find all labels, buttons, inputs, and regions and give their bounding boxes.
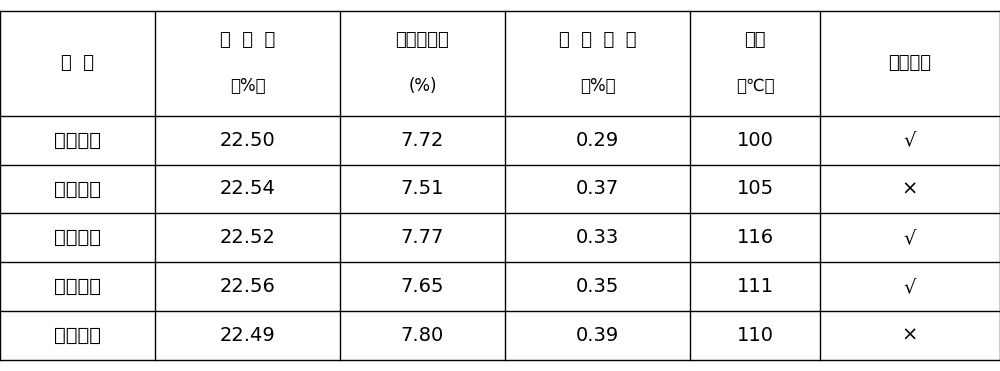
Text: 庚烷不溶物: 庚烷不溶物 (396, 32, 449, 49)
Text: √: √ (904, 277, 916, 296)
Text: √: √ (904, 228, 916, 247)
Text: 造粒情况: 造粒情况 (888, 55, 931, 72)
Text: ×: × (902, 180, 918, 198)
Text: 7.51: 7.51 (401, 180, 444, 198)
Text: 0.39: 0.39 (576, 326, 619, 345)
Text: 7.65: 7.65 (401, 277, 444, 296)
Text: 105: 105 (736, 180, 774, 198)
Text: 111: 111 (736, 277, 774, 296)
Text: 7.80: 7.80 (401, 326, 444, 345)
Text: （%）: （%） (580, 78, 615, 95)
Text: 实施例四: 实施例四 (54, 277, 101, 296)
Text: 0.35: 0.35 (576, 277, 619, 296)
Text: 钓  含  量: 钓 含 量 (220, 32, 275, 49)
Text: 110: 110 (736, 326, 773, 345)
Text: 100: 100 (737, 131, 773, 150)
Text: 熳点: 熳点 (744, 32, 766, 49)
Text: (%): (%) (408, 78, 437, 95)
Text: （%）: （%） (230, 78, 265, 95)
Text: √: √ (904, 131, 916, 150)
Text: 0.37: 0.37 (576, 180, 619, 198)
Text: 实施例二: 实施例二 (54, 180, 101, 198)
Text: 22.52: 22.52 (220, 228, 275, 247)
Text: ×: × (902, 326, 918, 345)
Text: 22.50: 22.50 (220, 131, 275, 150)
Text: 实施例一: 实施例一 (54, 131, 101, 150)
Text: 实施例三: 实施例三 (54, 228, 101, 247)
Text: 22.56: 22.56 (220, 277, 275, 296)
Text: 加  热  减  量: 加 热 减 量 (559, 32, 636, 49)
Text: 0.29: 0.29 (576, 131, 619, 150)
Text: 0.33: 0.33 (576, 228, 619, 247)
Text: 序  号: 序 号 (61, 55, 94, 72)
Text: 7.77: 7.77 (401, 228, 444, 247)
Text: 7.72: 7.72 (401, 131, 444, 150)
Text: 116: 116 (736, 228, 774, 247)
Text: 22.49: 22.49 (220, 326, 275, 345)
Text: 实施例五: 实施例五 (54, 326, 101, 345)
Text: 22.54: 22.54 (220, 180, 275, 198)
Text: （℃）: （℃） (736, 78, 774, 95)
